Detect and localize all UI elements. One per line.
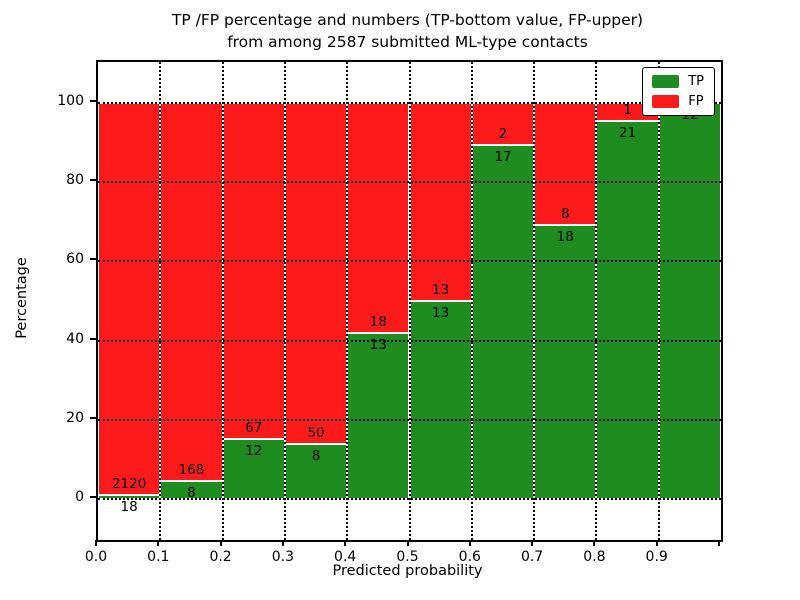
legend-item-fp: FP <box>652 94 704 109</box>
fp-count-label: 18 <box>369 313 387 330</box>
x-tick-label: 0.3 <box>271 549 295 565</box>
fp-legend-swatch <box>652 95 680 108</box>
x-tick-label: 0.6 <box>458 549 481 565</box>
x-tick-label: 0.0 <box>84 549 108 565</box>
vertical-gridline <box>346 62 349 540</box>
y-axis-tick <box>90 416 96 419</box>
y-tick-label: 100 <box>57 93 84 110</box>
y-tick-label: 20 <box>66 409 84 426</box>
x-tick-label: 0.5 <box>396 549 419 565</box>
tp-bar-segment <box>658 103 721 499</box>
fp-count-label: 2120 <box>111 476 147 493</box>
tp-bar-segment <box>409 301 472 499</box>
fp-count-label: 67 <box>245 419 263 436</box>
tp-bar-segment <box>596 121 659 499</box>
tp-bar-segment <box>534 225 597 499</box>
fp-bar-segment <box>222 103 285 439</box>
vertical-gridline <box>470 62 473 540</box>
y-axis-tick <box>90 100 96 103</box>
tp-bar-segment <box>347 332 410 499</box>
fp-count-label: 1 <box>623 102 632 119</box>
tp-count-label: 8 <box>187 484 196 501</box>
vertical-gridline <box>408 62 411 540</box>
plot-area: 212018168867125081813131321781812112 <box>96 60 723 542</box>
x-tick-label: 0.9 <box>645 549 668 565</box>
vertical-gridline <box>533 62 536 540</box>
fp-bar-segment <box>409 103 472 301</box>
y-axis-tick <box>90 179 96 182</box>
fp-bar-segment <box>284 103 348 445</box>
x-axis-tick <box>219 540 222 546</box>
x-axis-tick <box>406 540 409 546</box>
x-axis-label: Predicted probability <box>332 563 483 579</box>
y-tick-label: 60 <box>66 251 84 268</box>
x-tick-label: 0.4 <box>334 549 357 565</box>
y-axis-tick <box>90 495 96 498</box>
chart-title-line1: TP /FP percentage and numbers (TP-bottom… <box>171 11 644 29</box>
tp-count-label: 12 <box>245 442 263 459</box>
x-axis-tick <box>718 540 720 546</box>
y-axis-tick <box>90 337 96 340</box>
tp-count-label: 18 <box>120 499 138 516</box>
y-tick-label: 80 <box>66 172 84 189</box>
x-tick-label: 0.1 <box>147 549 170 565</box>
tp-count-label: 18 <box>556 229 574 246</box>
legend: TP FP <box>642 67 715 116</box>
fp-count-label: 168 <box>178 461 205 478</box>
fp-count-label: 13 <box>432 282 450 298</box>
tp-count-label: 17 <box>494 149 512 166</box>
fp-count-label: 8 <box>560 206 570 223</box>
y-tick-label: 40 <box>66 330 84 347</box>
y-tick-label: 0 <box>75 488 84 505</box>
tp-bar-segment <box>471 145 535 499</box>
tp-count-label: 8 <box>311 448 321 465</box>
y-axis-tick <box>90 258 96 261</box>
x-tick-label: 0.8 <box>583 549 606 565</box>
tp-legend-swatch <box>652 75 680 88</box>
vertical-gridline <box>221 62 224 540</box>
tp-count-label: 13 <box>369 336 387 353</box>
x-tick-label: 0.2 <box>209 549 232 565</box>
x-axis-tick <box>281 540 284 546</box>
legend-label: FP <box>688 94 704 109</box>
vertical-gridline <box>657 62 660 540</box>
x-axis-tick <box>593 540 596 546</box>
x-axis-tick <box>468 540 471 546</box>
x-axis-tick <box>95 540 97 546</box>
tp-count-label: 21 <box>618 125 637 142</box>
x-tick-label: 0.7 <box>520 549 544 565</box>
x-axis-tick <box>655 540 658 546</box>
legend-label: TP <box>688 74 704 89</box>
fp-count-label: 2 <box>498 126 508 143</box>
x-axis-tick <box>344 540 347 546</box>
chart-title-line2: from among 2587 submitted ML-type contac… <box>227 33 588 51</box>
x-axis-tick <box>531 540 534 546</box>
vertical-gridline <box>283 62 286 540</box>
y-axis-label: Percentage <box>14 257 30 339</box>
vertical-gridline <box>595 62 598 540</box>
tp-count-label: 13 <box>432 305 450 321</box>
fp-bar-segment <box>347 103 410 333</box>
legend-item-tp: TP <box>652 74 704 89</box>
fp-bar-segment <box>160 103 223 481</box>
fp-bar-segment <box>98 103 161 496</box>
vertical-gridline <box>159 62 162 540</box>
x-axis-tick <box>157 540 160 546</box>
fp-count-label: 50 <box>307 425 325 442</box>
